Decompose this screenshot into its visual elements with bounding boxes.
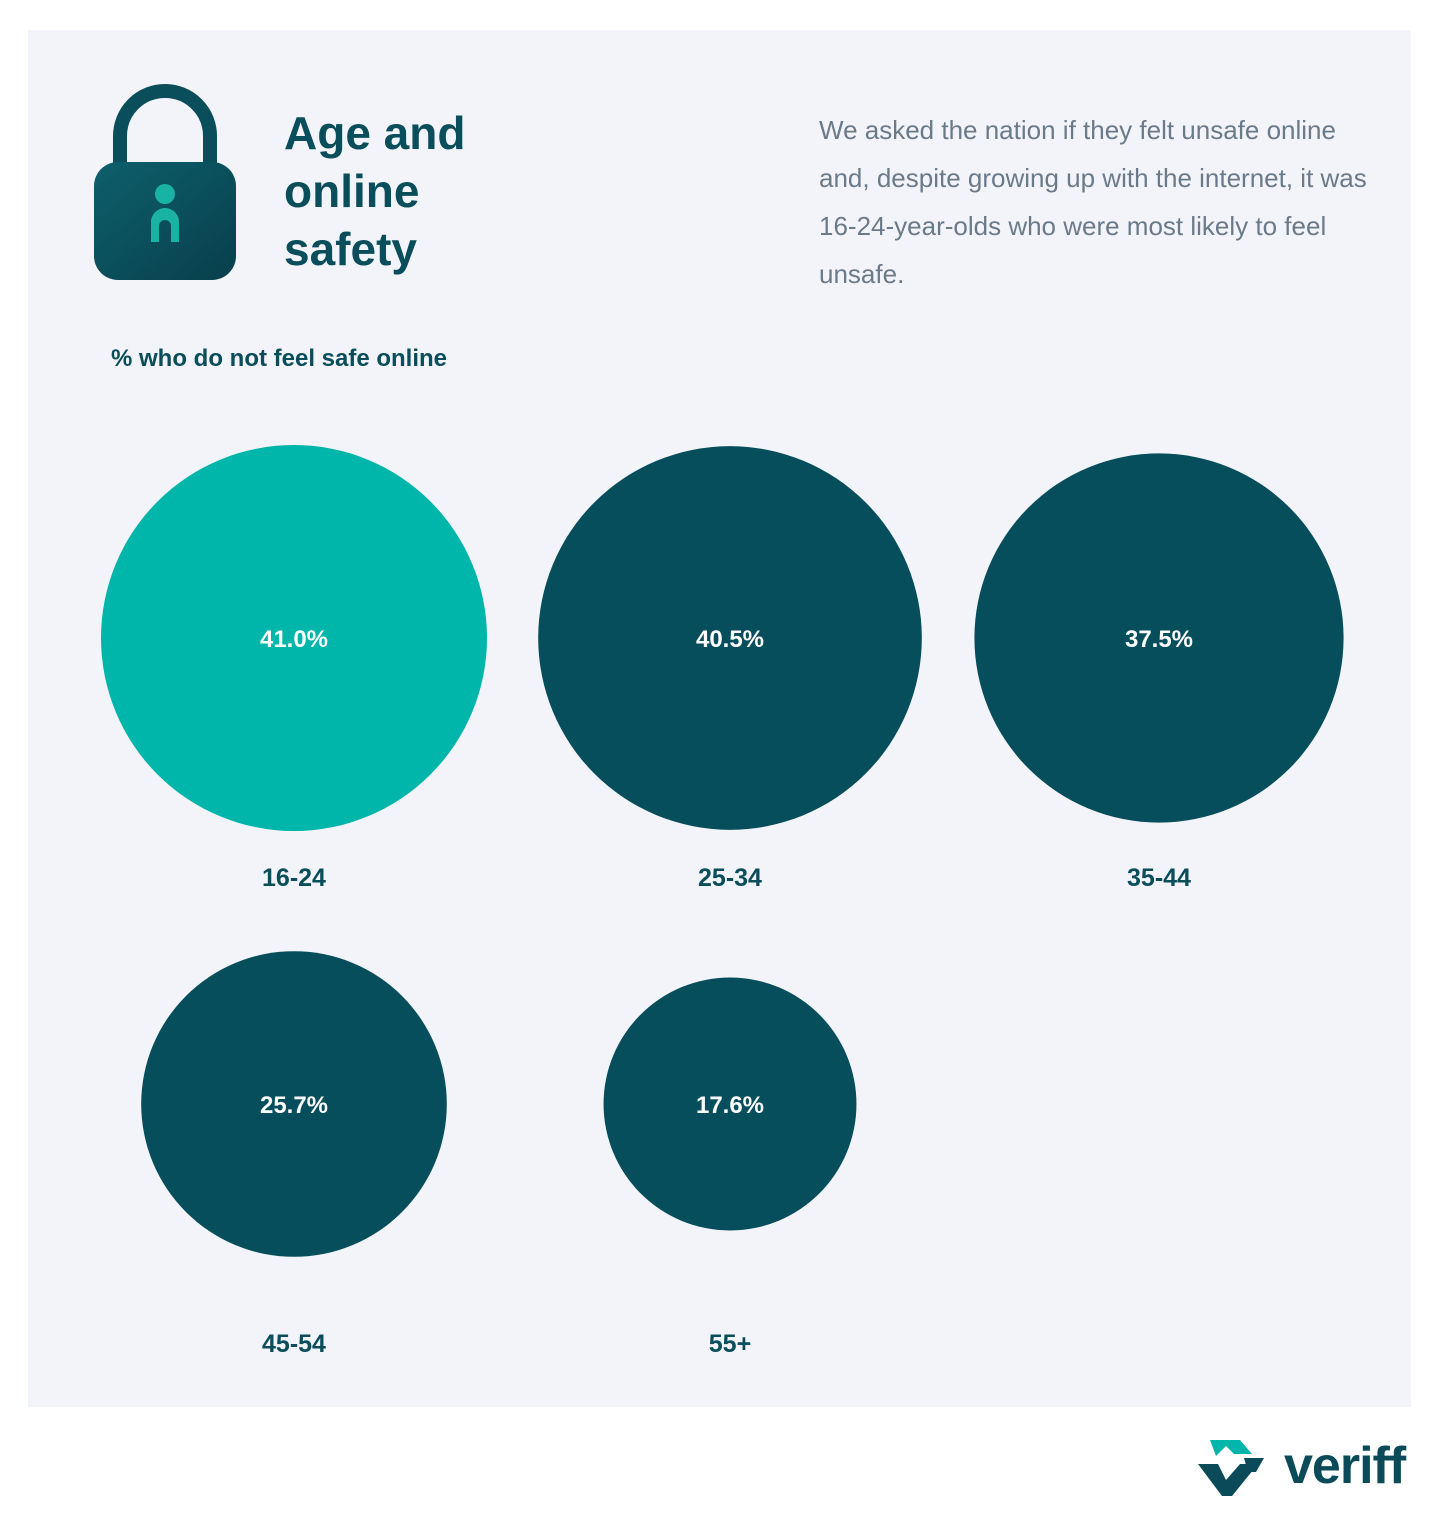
bubble-label-16-24: 16-24 (262, 864, 326, 892)
description-text: We asked the nation if they felt unsafe … (819, 115, 1367, 289)
bubble-label-55: 55+ (709, 1330, 751, 1358)
bubble-value-35-44: 37.5% (1125, 626, 1193, 653)
bubble-value-55: 17.6% (696, 1092, 764, 1119)
bubble-25-34 (538, 446, 922, 830)
chart-subtitle: % who do not feel safe online (111, 345, 448, 372)
page-title: Age and online safety (284, 104, 465, 278)
bubble-label-35-44: 35-44 (1127, 864, 1191, 892)
bubble-45-54 (141, 951, 447, 1257)
title-line-2: online (284, 165, 420, 217)
brand-name: veriff (1284, 1437, 1406, 1495)
lock-person-icon (94, 84, 236, 280)
bubble-value-16-24: 41.0% (260, 626, 328, 653)
bubble-35-44 (974, 453, 1344, 823)
veriff-logo-icon (1198, 1440, 1264, 1496)
bubble-55 (603, 977, 857, 1231)
brand-logo: veriff (1196, 1432, 1416, 1502)
title-line-1: Age and (284, 107, 466, 159)
bubble-value-45-54: 25.7% (260, 1092, 328, 1119)
bubble-16-24 (101, 445, 487, 831)
bubble-label-45-54: 45-54 (262, 1330, 326, 1358)
bubble-label-25-34: 25-34 (698, 864, 762, 892)
bubble-value-25-34: 40.5% (696, 626, 764, 653)
title-line-3: safety (284, 223, 417, 275)
